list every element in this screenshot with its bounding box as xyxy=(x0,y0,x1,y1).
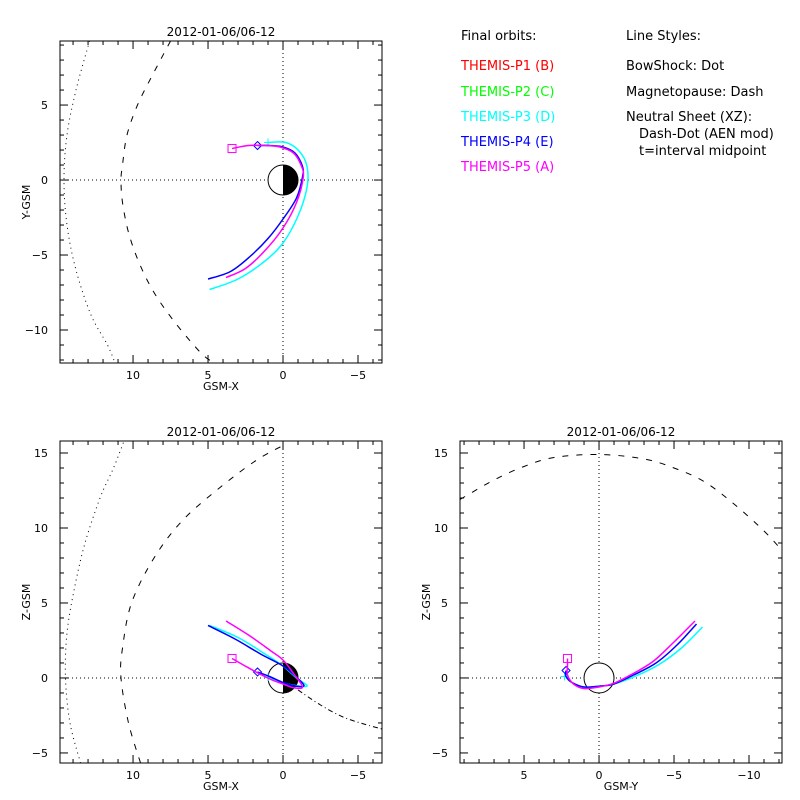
legend-styles-title: Line Styles: xyxy=(626,29,701,44)
yz-ytick-label: 15 xyxy=(434,447,448,460)
legend-style-bowshock: BowShock: Dot xyxy=(626,59,724,74)
yz-xtick-label: 0 xyxy=(596,769,603,782)
panel-yz-ylabel: Z-GSM xyxy=(420,584,433,621)
panel-xz-ylabel: Z-GSM xyxy=(20,584,33,621)
xy-xtick-label: 10 xyxy=(126,369,140,382)
xy-orbit-themis-p5-a xyxy=(225,144,305,279)
xz-xtick-label: 5 xyxy=(205,769,212,782)
xz-magnetopause-line xyxy=(120,445,284,763)
xy-frame xyxy=(59,40,383,364)
yz-xtick-label: −10 xyxy=(737,769,760,782)
xz-marker-square xyxy=(227,653,237,663)
legend-style-midpoint: t=interval midpoint xyxy=(639,144,766,159)
xy-orbit-themis-p3-d xyxy=(209,141,309,291)
xz-ytick-label: 0 xyxy=(41,672,48,685)
xy-marker-diamond xyxy=(252,140,263,151)
xz-neutral-sheet-line xyxy=(297,689,382,730)
panel-xy-xlabel: GSM-X xyxy=(203,380,239,393)
xz-frame xyxy=(59,440,383,764)
legend-style-dashdot: Dash-Dot (AEN mod) xyxy=(639,127,774,142)
xz-xtick-label: −5 xyxy=(350,769,366,782)
yz-ytick-label: 0 xyxy=(441,672,448,685)
xy-ytick-label: −10 xyxy=(25,324,48,337)
xy-xtick-label: −5 xyxy=(350,369,366,382)
yz-plot-area xyxy=(460,441,782,763)
panel-xz: 2012-01-06/06-12 GSM-X Z-GSM 10 5 0 −5 −5 0 5 1… xyxy=(20,425,383,793)
xz-ytick-label: 10 xyxy=(34,522,48,535)
legend-probe-p2: THEMIS-P2 (C) xyxy=(460,85,554,100)
yz-ytick-label: 10 xyxy=(434,522,448,535)
yz-frame xyxy=(459,440,783,764)
yz-xtick-label: −5 xyxy=(666,769,682,782)
panel-yz-xlabel: GSM-Y xyxy=(604,780,639,793)
legend: Final orbits: THEMIS-P1 (B) THEMIS-P2 (C… xyxy=(460,29,774,175)
xy-earth-nightside xyxy=(283,165,299,196)
xz-ytick-label: −5 xyxy=(32,747,48,760)
xy-orbit-themis-p4-e xyxy=(207,144,305,280)
legend-probe-p3: THEMIS-P3 (D) xyxy=(460,110,555,125)
xy-ytick-label: 0 xyxy=(41,174,48,187)
xy-ytick-label: −5 xyxy=(32,249,48,262)
legend-probe-p5: THEMIS-P5 (A) xyxy=(460,160,554,175)
panel-xy-ylabel: Y-GSM xyxy=(20,185,33,221)
yz-marker-diamond xyxy=(561,665,571,676)
xy-ytick-label: 5 xyxy=(41,99,48,112)
xz-xtick-label: 0 xyxy=(280,769,287,782)
xy-xtick-label: 5 xyxy=(205,369,212,382)
panel-xz-xlabel: GSM-X xyxy=(203,780,239,793)
xz-orbit-themis-p5-a xyxy=(225,620,304,690)
yz-orbit-themis-p5-a xyxy=(566,620,696,690)
legend-style-magnetopause: Magnetopause: Dash xyxy=(626,85,763,100)
legend-probe-p1: THEMIS-P1 (B) xyxy=(460,59,554,74)
panel-xz-title: 2012-01-06/06-12 xyxy=(167,425,276,439)
panel-yz: 2012-01-06/06-12 GSM-Y Z-GSM 5 0 −5 −10 −5 0 5… xyxy=(420,425,783,793)
yz-ytick-label: 5 xyxy=(441,597,448,610)
panel-yz-title: 2012-01-06/06-12 xyxy=(567,425,676,439)
yz-magnetopause-line xyxy=(460,453,782,551)
legend-style-neutral-sheet: Neutral Sheet (XZ): xyxy=(626,110,752,125)
xy-xtick-label: 0 xyxy=(280,369,287,382)
xz-plot-area xyxy=(60,441,382,763)
xy-bowshock-line xyxy=(63,41,116,363)
xz-orbit-themis-p4-e xyxy=(207,624,305,688)
xz-bowshock-line xyxy=(64,441,125,763)
xz-ytick-label: 5 xyxy=(41,597,48,610)
yz-xtick-label: 5 xyxy=(521,769,528,782)
panel-xy-title: 2012-01-06/06-12 xyxy=(167,25,276,39)
legend-orbits-title: Final orbits: xyxy=(461,29,537,44)
xy-plot-area xyxy=(60,41,382,363)
yz-ytick-label: −5 xyxy=(432,747,448,760)
yz-marker-plus xyxy=(560,672,569,681)
xy-magnetopause-line xyxy=(120,41,215,363)
xy-marker-square xyxy=(227,144,237,154)
legend-probe-p4: THEMIS-P4 (E) xyxy=(460,135,554,150)
xz-ytick-label: 15 xyxy=(34,447,48,460)
xz-xtick-label: 10 xyxy=(126,769,140,782)
panel-xy: 2012-01-06/06-12 GSM-X Y-GSM 10 5 0 −5 −10 −5… xyxy=(20,25,383,393)
yz-marker-square xyxy=(563,653,573,663)
